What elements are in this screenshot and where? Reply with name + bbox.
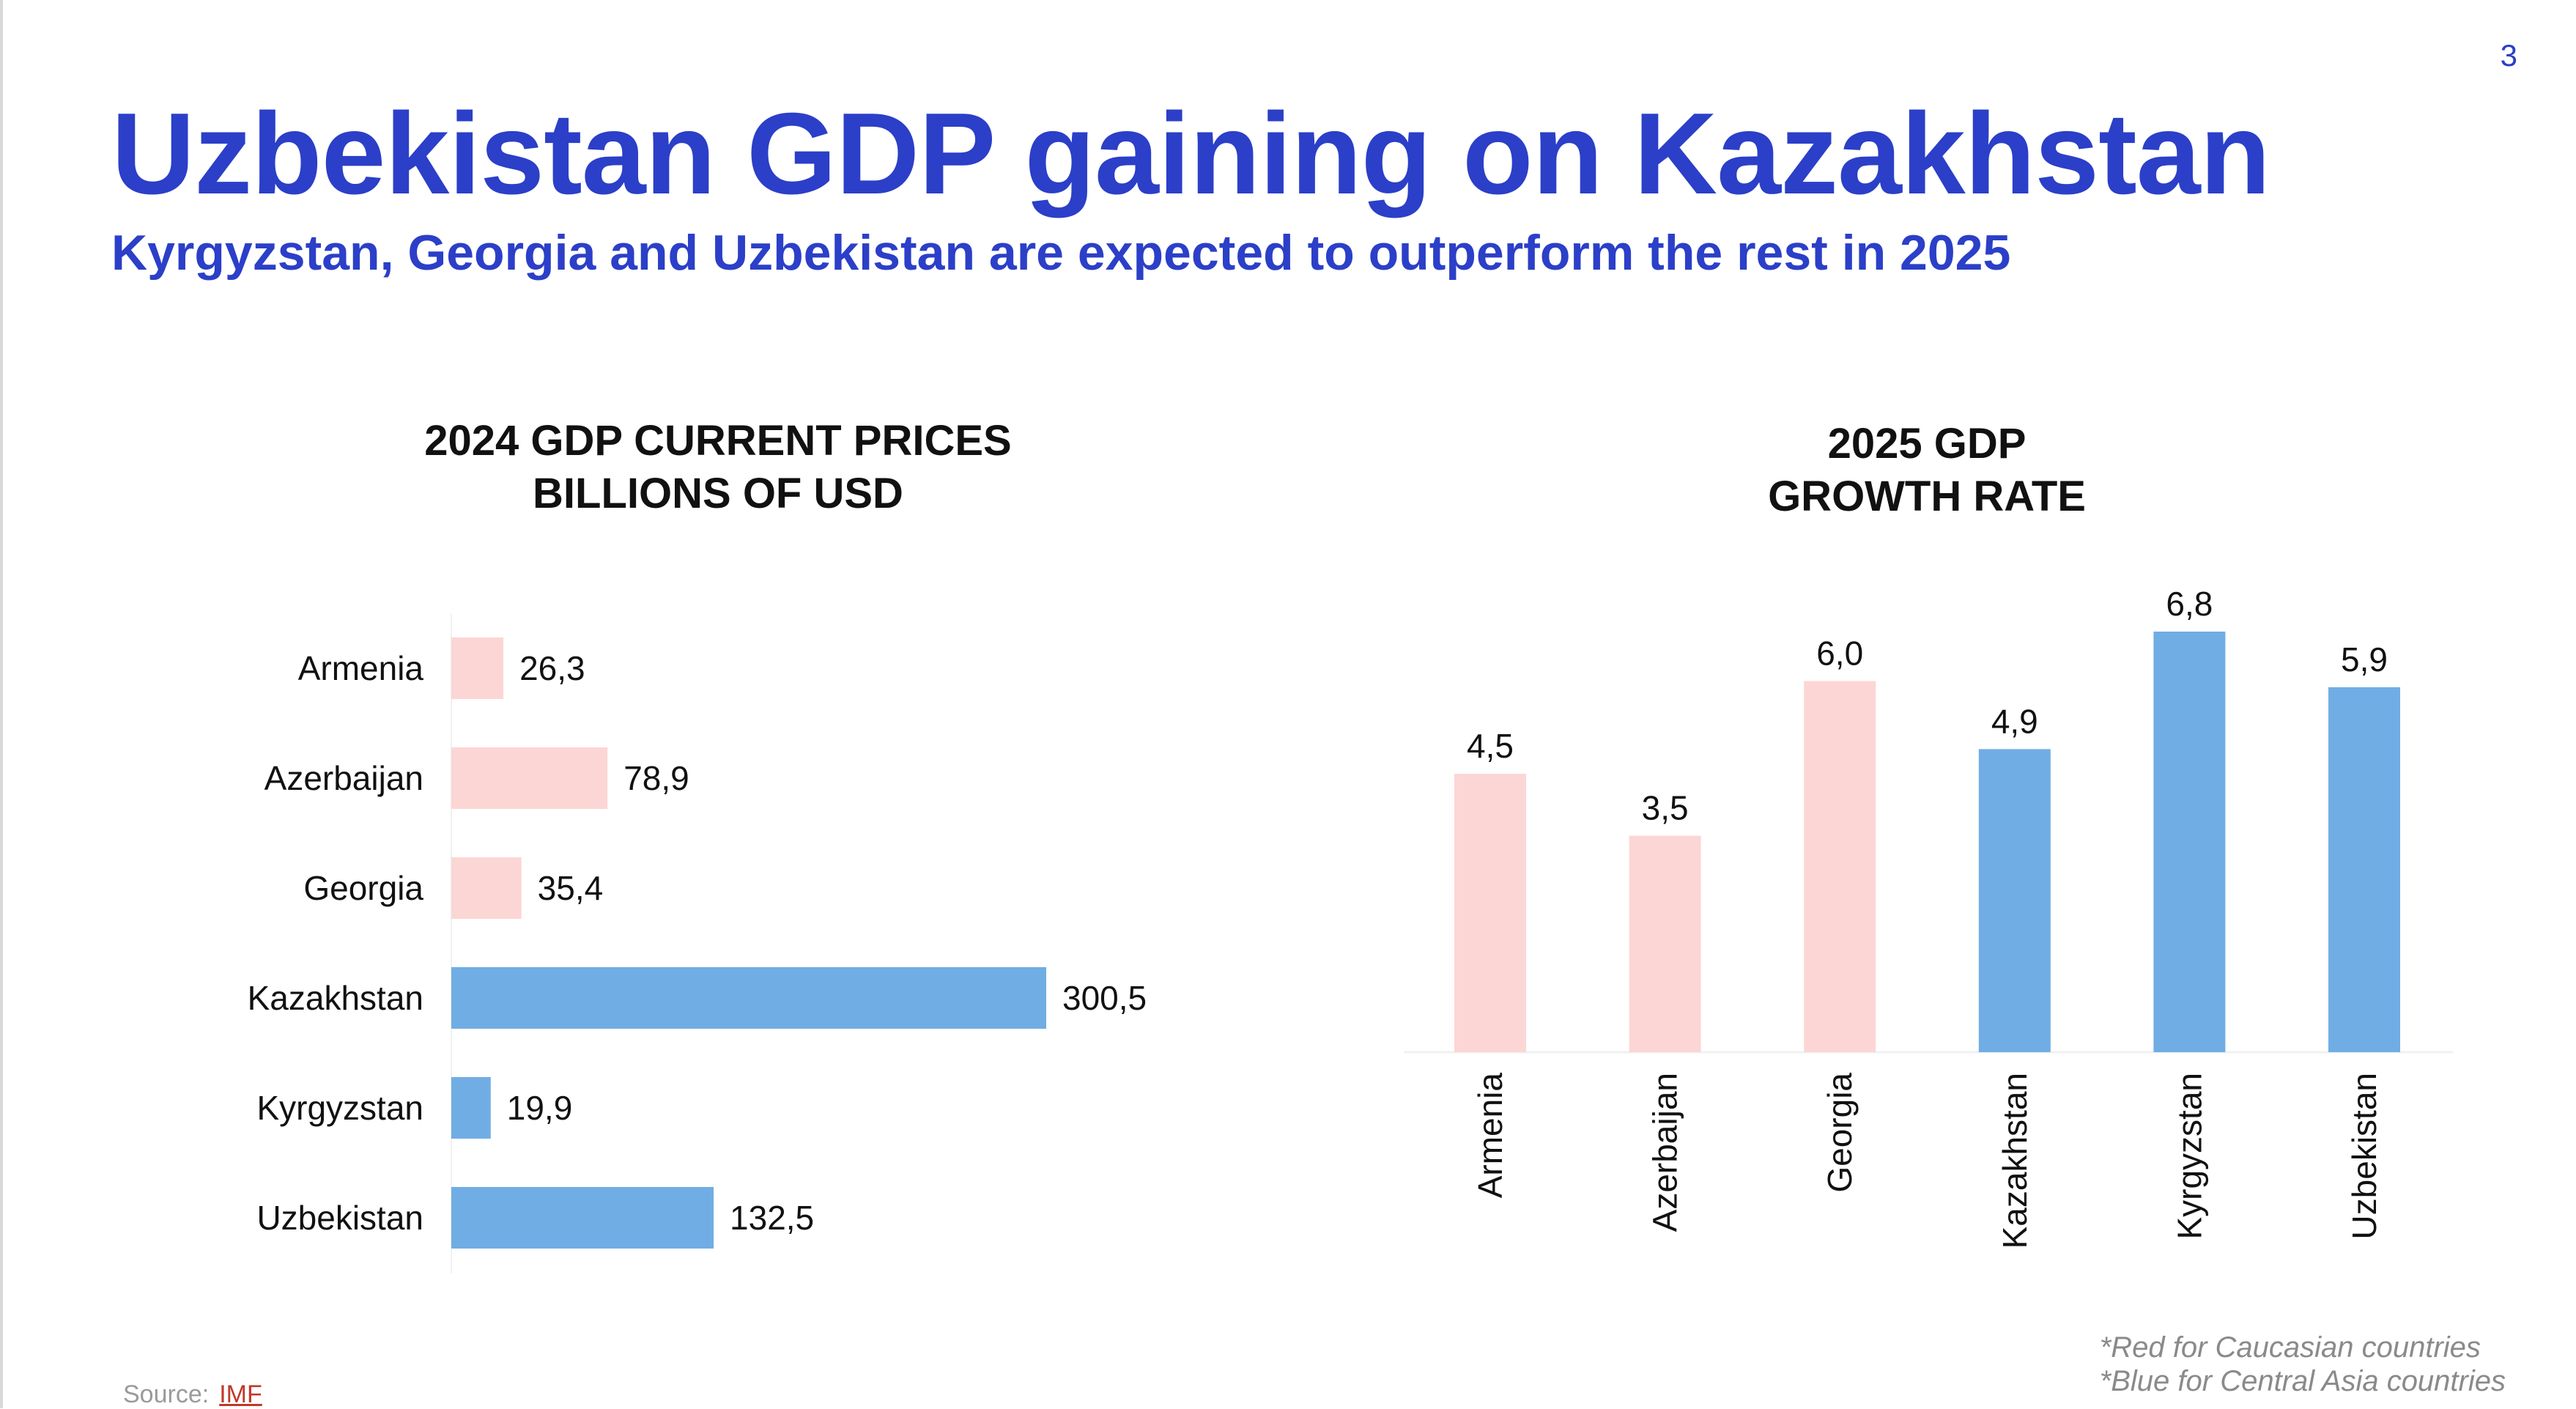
gdp-value-label-uzbekistan: 132,5 [730, 1199, 814, 1237]
gdp-category-label-kyrgyzstan: Kyrgyzstan [256, 1089, 423, 1127]
gdp-category-label-kazakhstan: Kazakhstan [248, 979, 423, 1017]
page-number: 3 [2500, 38, 2517, 73]
growth-value-label-georgia: 6,0 [1816, 635, 1863, 673]
gdp-bar-kazakhstan [451, 967, 1046, 1029]
growth-category-label-kyrgyzstan: Kyrgyzstan [2170, 1073, 2208, 1240]
gdp-value-label-kyrgyzstan: 19,9 [507, 1089, 573, 1127]
growth-value-label-azerbaijan: 3,5 [1642, 789, 1689, 827]
growth-category-label-uzbekistan: Uzbekistan [2345, 1073, 2383, 1240]
gdp-chart-title-line-1: 2024 GDP CURRENT PRICES [424, 417, 1012, 465]
growth-category-label-kazakhstan: Kazakhstan [1996, 1073, 2034, 1249]
source-line: Source: IMF [123, 1380, 262, 1409]
growth-category-label-armenia: Armenia [1471, 1073, 1509, 1199]
page-subtitle: Kyrgyzstan, Georgia and Uzbekistan are e… [111, 225, 2011, 281]
gdp-value-label-armenia: 26,3 [519, 649, 585, 687]
growth-value-label-kyrgyzstan: 6,8 [2166, 585, 2213, 623]
growth-chart-title-line-2: GROWTH RATE [1768, 473, 2086, 520]
color-legend-notes: *Red for Caucasian countries *Blue for C… [2100, 1331, 2506, 1398]
gdp-category-label-azerbaijan: Azerbaijan [264, 759, 423, 797]
growth-bar-azerbaijan [1629, 835, 1701, 1052]
growth-chart-title-line-1: 2025 GDP [1827, 420, 2027, 467]
growth-chart-title: 2025 GDP GROWTH RATE [1495, 418, 2359, 523]
gdp-bar-kyrgyzstan [451, 1077, 491, 1139]
source-link-imf[interactable]: IMF [219, 1380, 262, 1408]
growth-bar-uzbekistan [2328, 687, 2400, 1052]
gdp-category-label-armenia: Armenia [298, 649, 424, 687]
note-caucasian: *Red for Caucasian countries [2099, 1331, 2481, 1364]
gdp-category-label-uzbekistan: Uzbekistan [256, 1199, 423, 1237]
growth-bar-kazakhstan [1978, 749, 2051, 1052]
gdp-category-label-georgia: Georgia [303, 869, 423, 907]
note-central-asia: *Blue for Central Asia countries [2099, 1365, 2506, 1397]
growth-bar-kyrgyzstan [2153, 632, 2226, 1052]
source-label: Source: [123, 1380, 210, 1408]
growth-value-label-kazakhstan: 4,9 [1991, 702, 2038, 740]
growth-category-label-azerbaijan: Azerbaijan [1646, 1073, 1684, 1232]
gdp-chart-title: 2024 GDP CURRENT PRICES BILLIONS OF USD [278, 415, 1158, 520]
growth-category-label-georgia: Georgia [1821, 1073, 1859, 1193]
growth-value-label-uzbekistan: 5,9 [2341, 640, 2388, 678]
gdp-bar-georgia [451, 857, 522, 919]
growth-value-label-armenia: 4,5 [1467, 727, 1514, 765]
gdp-value-label-azerbaijan: 78,9 [623, 759, 689, 797]
page-title: Uzbekistan GDP gaining on Kazakhstan [111, 89, 2270, 218]
gdp-bar-armenia [451, 637, 504, 699]
growth-bar-armenia [1454, 774, 1526, 1052]
gdp-value-label-georgia: 35,4 [538, 869, 604, 907]
gdp-value-label-kazakhstan: 300,5 [1062, 979, 1147, 1017]
gdp-bar-uzbekistan [451, 1187, 714, 1249]
gdp-chart-title-line-2: BILLIONS OF USD [533, 470, 903, 517]
growth-bar-georgia [1804, 681, 1876, 1052]
gdp-bar-azerbaijan [451, 747, 608, 809]
slide-edge [0, 0, 3, 1408]
